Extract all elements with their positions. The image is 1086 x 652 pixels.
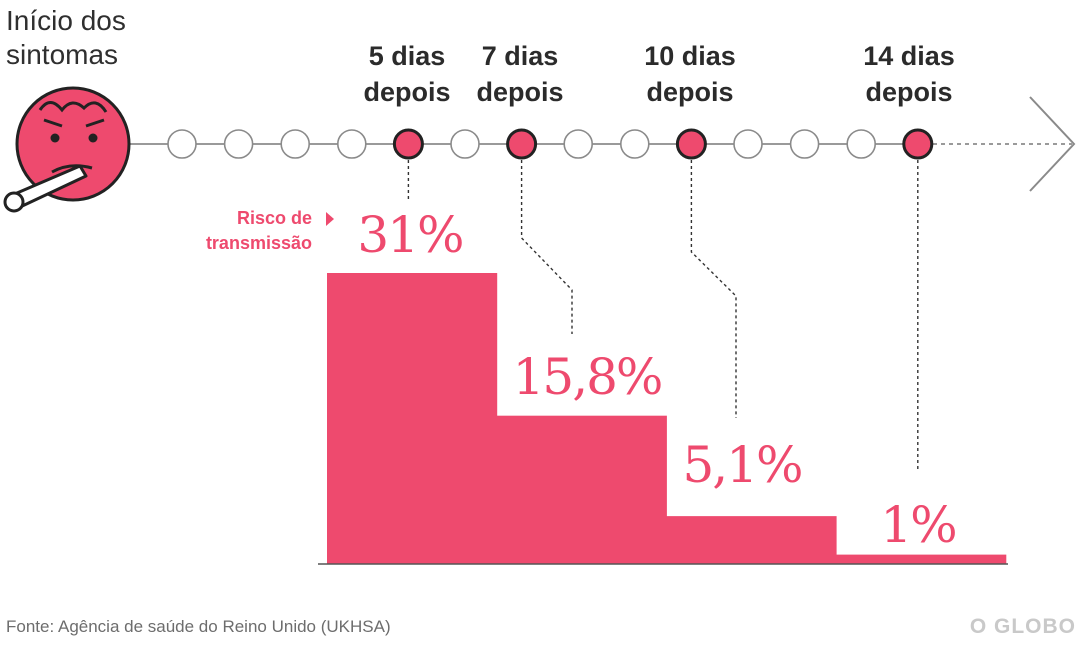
- timeline-dot: [789, 129, 820, 159]
- timeline-dot: [846, 129, 877, 159]
- day-label-line: depois: [865, 77, 953, 107]
- timeline-dot-highlight: [902, 128, 934, 160]
- connector-line: [520, 160, 573, 334]
- timeline-dot: [563, 129, 594, 159]
- source-note: Fonte: Agência de saúde do Reino Unido (…: [6, 617, 391, 636]
- timeline-dot: [280, 129, 311, 159]
- day-label-line: 5 dias: [368, 41, 446, 71]
- timeline-dot: [167, 129, 197, 159]
- day-label-5: 5 dias depois: [332, 38, 482, 110]
- day-label-line: depois: [646, 77, 734, 107]
- start-label-line: sintomas: [6, 39, 119, 70]
- timeline-dot-highlight: [506, 128, 538, 160]
- bar: [666, 516, 837, 564]
- timeline-dot-highlight: [675, 128, 707, 160]
- bar: [496, 415, 667, 564]
- risk-label-line: transmissão: [205, 233, 312, 253]
- timeline-dot: [336, 129, 367, 159]
- day-label-line: 10 dias: [644, 41, 736, 71]
- brow-right: [85, 118, 105, 128]
- bar: [836, 554, 1007, 564]
- day-label-line: depois: [363, 77, 451, 107]
- brow-left: [43, 118, 63, 128]
- day-label-14: 14 dias depois: [834, 38, 984, 110]
- day-label-line: depois: [476, 77, 564, 107]
- brand-logo: O GLOBO: [969, 615, 1076, 638]
- day-label-line: 14 dias: [863, 41, 955, 71]
- connector-line: [690, 160, 737, 418]
- forehead-lines: [38, 101, 108, 113]
- eye-right: [88, 133, 98, 143]
- eye-left: [50, 133, 60, 143]
- timeline-dot-highlight: [392, 128, 424, 160]
- value-label: 31%: [357, 206, 462, 264]
- bars: [318, 273, 1008, 565]
- value-labels: 31% 15,8% 5,1% 1%: [357, 206, 957, 554]
- timeline: [128, 96, 1076, 192]
- mouth: [51, 164, 93, 174]
- timeline-dot: [733, 129, 763, 159]
- day-label-7: 7 dias depois: [445, 38, 595, 110]
- value-label: 5,1%: [682, 436, 801, 494]
- day-label-10: 10 dias depois: [615, 38, 765, 110]
- day-label-line: 7 dias: [481, 41, 559, 71]
- start-label: Início dos sintomas: [6, 4, 166, 72]
- start-label-line: Início dos: [6, 5, 126, 36]
- timeline-dot: [223, 129, 254, 159]
- timeline-dot: [619, 129, 650, 159]
- value-label: 15,8%: [513, 348, 662, 406]
- arrow-right-icon: [1029, 96, 1076, 192]
- connectors: [407, 160, 919, 472]
- bar: [327, 273, 498, 564]
- caret-right-icon: [326, 212, 334, 226]
- face-circle: [15, 86, 131, 202]
- risk-label: Risco de transmissão: [150, 206, 312, 256]
- thermometer-bulb: [3, 191, 25, 213]
- timeline-dot: [450, 129, 480, 159]
- sick-face-icon: [3, 86, 131, 213]
- value-label: 1%: [880, 496, 955, 554]
- risk-label-line: Risco de: [236, 208, 312, 228]
